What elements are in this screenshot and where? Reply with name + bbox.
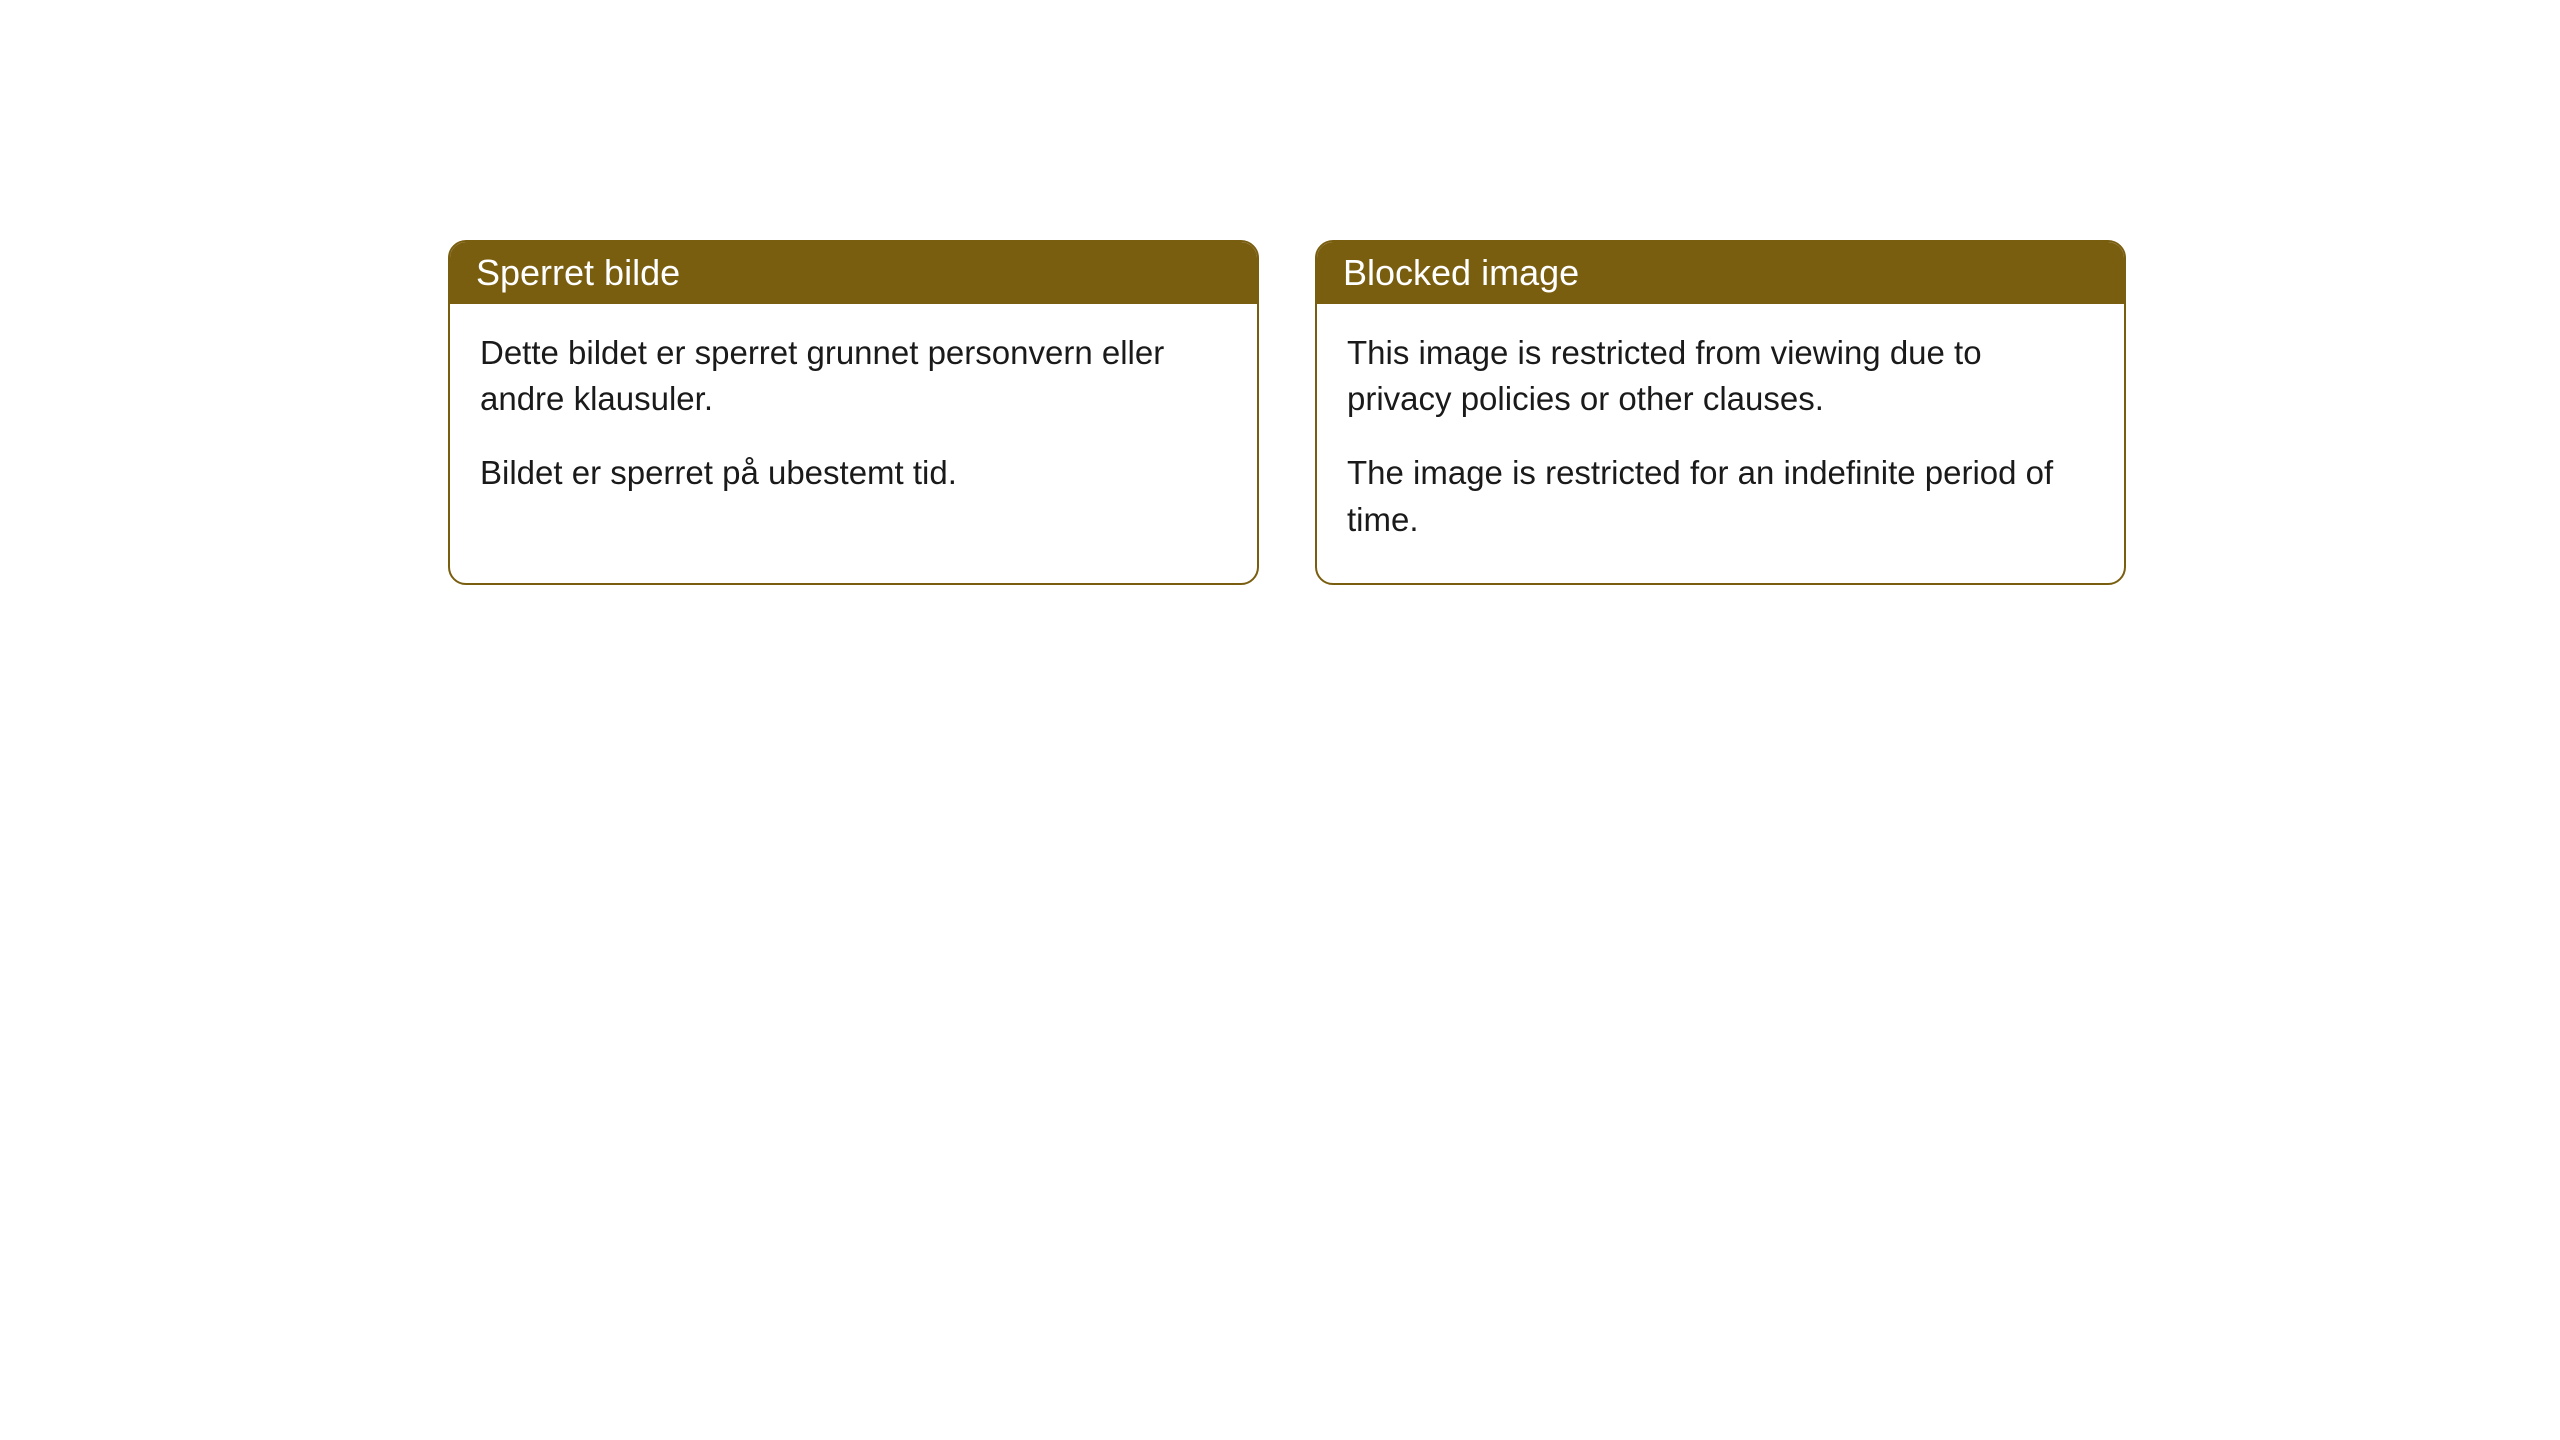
card-paragraph: The image is restricted for an indefinit… <box>1347 450 2094 542</box>
card-paragraph: Bildet er sperret på ubestemt tid. <box>480 450 1227 496</box>
card-header: Sperret bilde <box>450 242 1257 304</box>
card-paragraph: Dette bildet er sperret grunnet personve… <box>480 330 1227 422</box>
blocked-image-card-english: Blocked image This image is restricted f… <box>1315 240 2126 585</box>
card-paragraph: This image is restricted from viewing du… <box>1347 330 2094 422</box>
cards-container: Sperret bilde Dette bildet er sperret gr… <box>448 240 2126 585</box>
card-body: Dette bildet er sperret grunnet personve… <box>450 304 1257 537</box>
blocked-image-card-norwegian: Sperret bilde Dette bildet er sperret gr… <box>448 240 1259 585</box>
card-body: This image is restricted from viewing du… <box>1317 304 2124 583</box>
card-title: Sperret bilde <box>476 252 680 293</box>
card-header: Blocked image <box>1317 242 2124 304</box>
card-title: Blocked image <box>1343 252 1579 293</box>
